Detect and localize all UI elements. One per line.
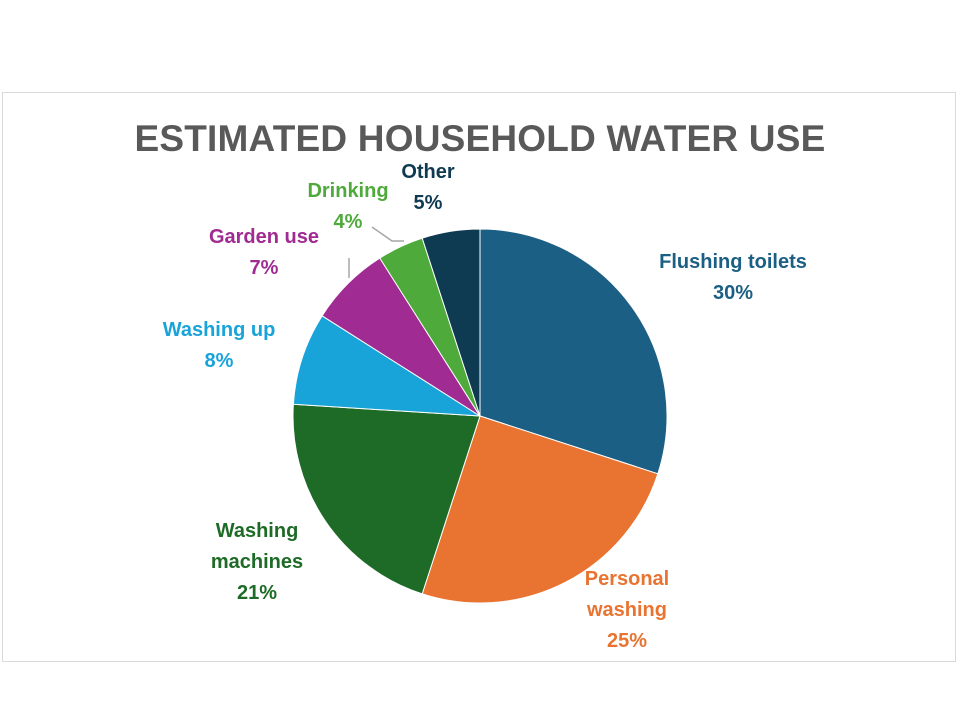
data-label-washing-up: Washing up 8% — [163, 319, 276, 372]
pie-slice-flushing-toilets — [479, 228, 668, 475]
data-label-drinking: Drinking 4% — [307, 180, 388, 233]
pie-slices — [292, 228, 668, 604]
chart-title: ESTIMATED HOUSEHOLD WATER USE — [134, 118, 826, 159]
data-label-washing-machines: Washing machines 21% — [211, 520, 303, 604]
pie-slice-personal-washing — [421, 415, 659, 604]
leader-line — [371, 226, 404, 242]
pie-slice-other — [421, 228, 481, 417]
data-label-garden-use: Garden use 7% — [209, 226, 319, 279]
data-label-other: Other 5% — [401, 161, 455, 214]
pie-slice-washing-up — [292, 315, 481, 417]
pie-slice-washing-machines — [292, 403, 481, 595]
data-label-personal-washing: Personal washing 25% — [585, 568, 669, 652]
data-label-flushing-toilets: Flushing toilets 30% — [659, 251, 807, 304]
